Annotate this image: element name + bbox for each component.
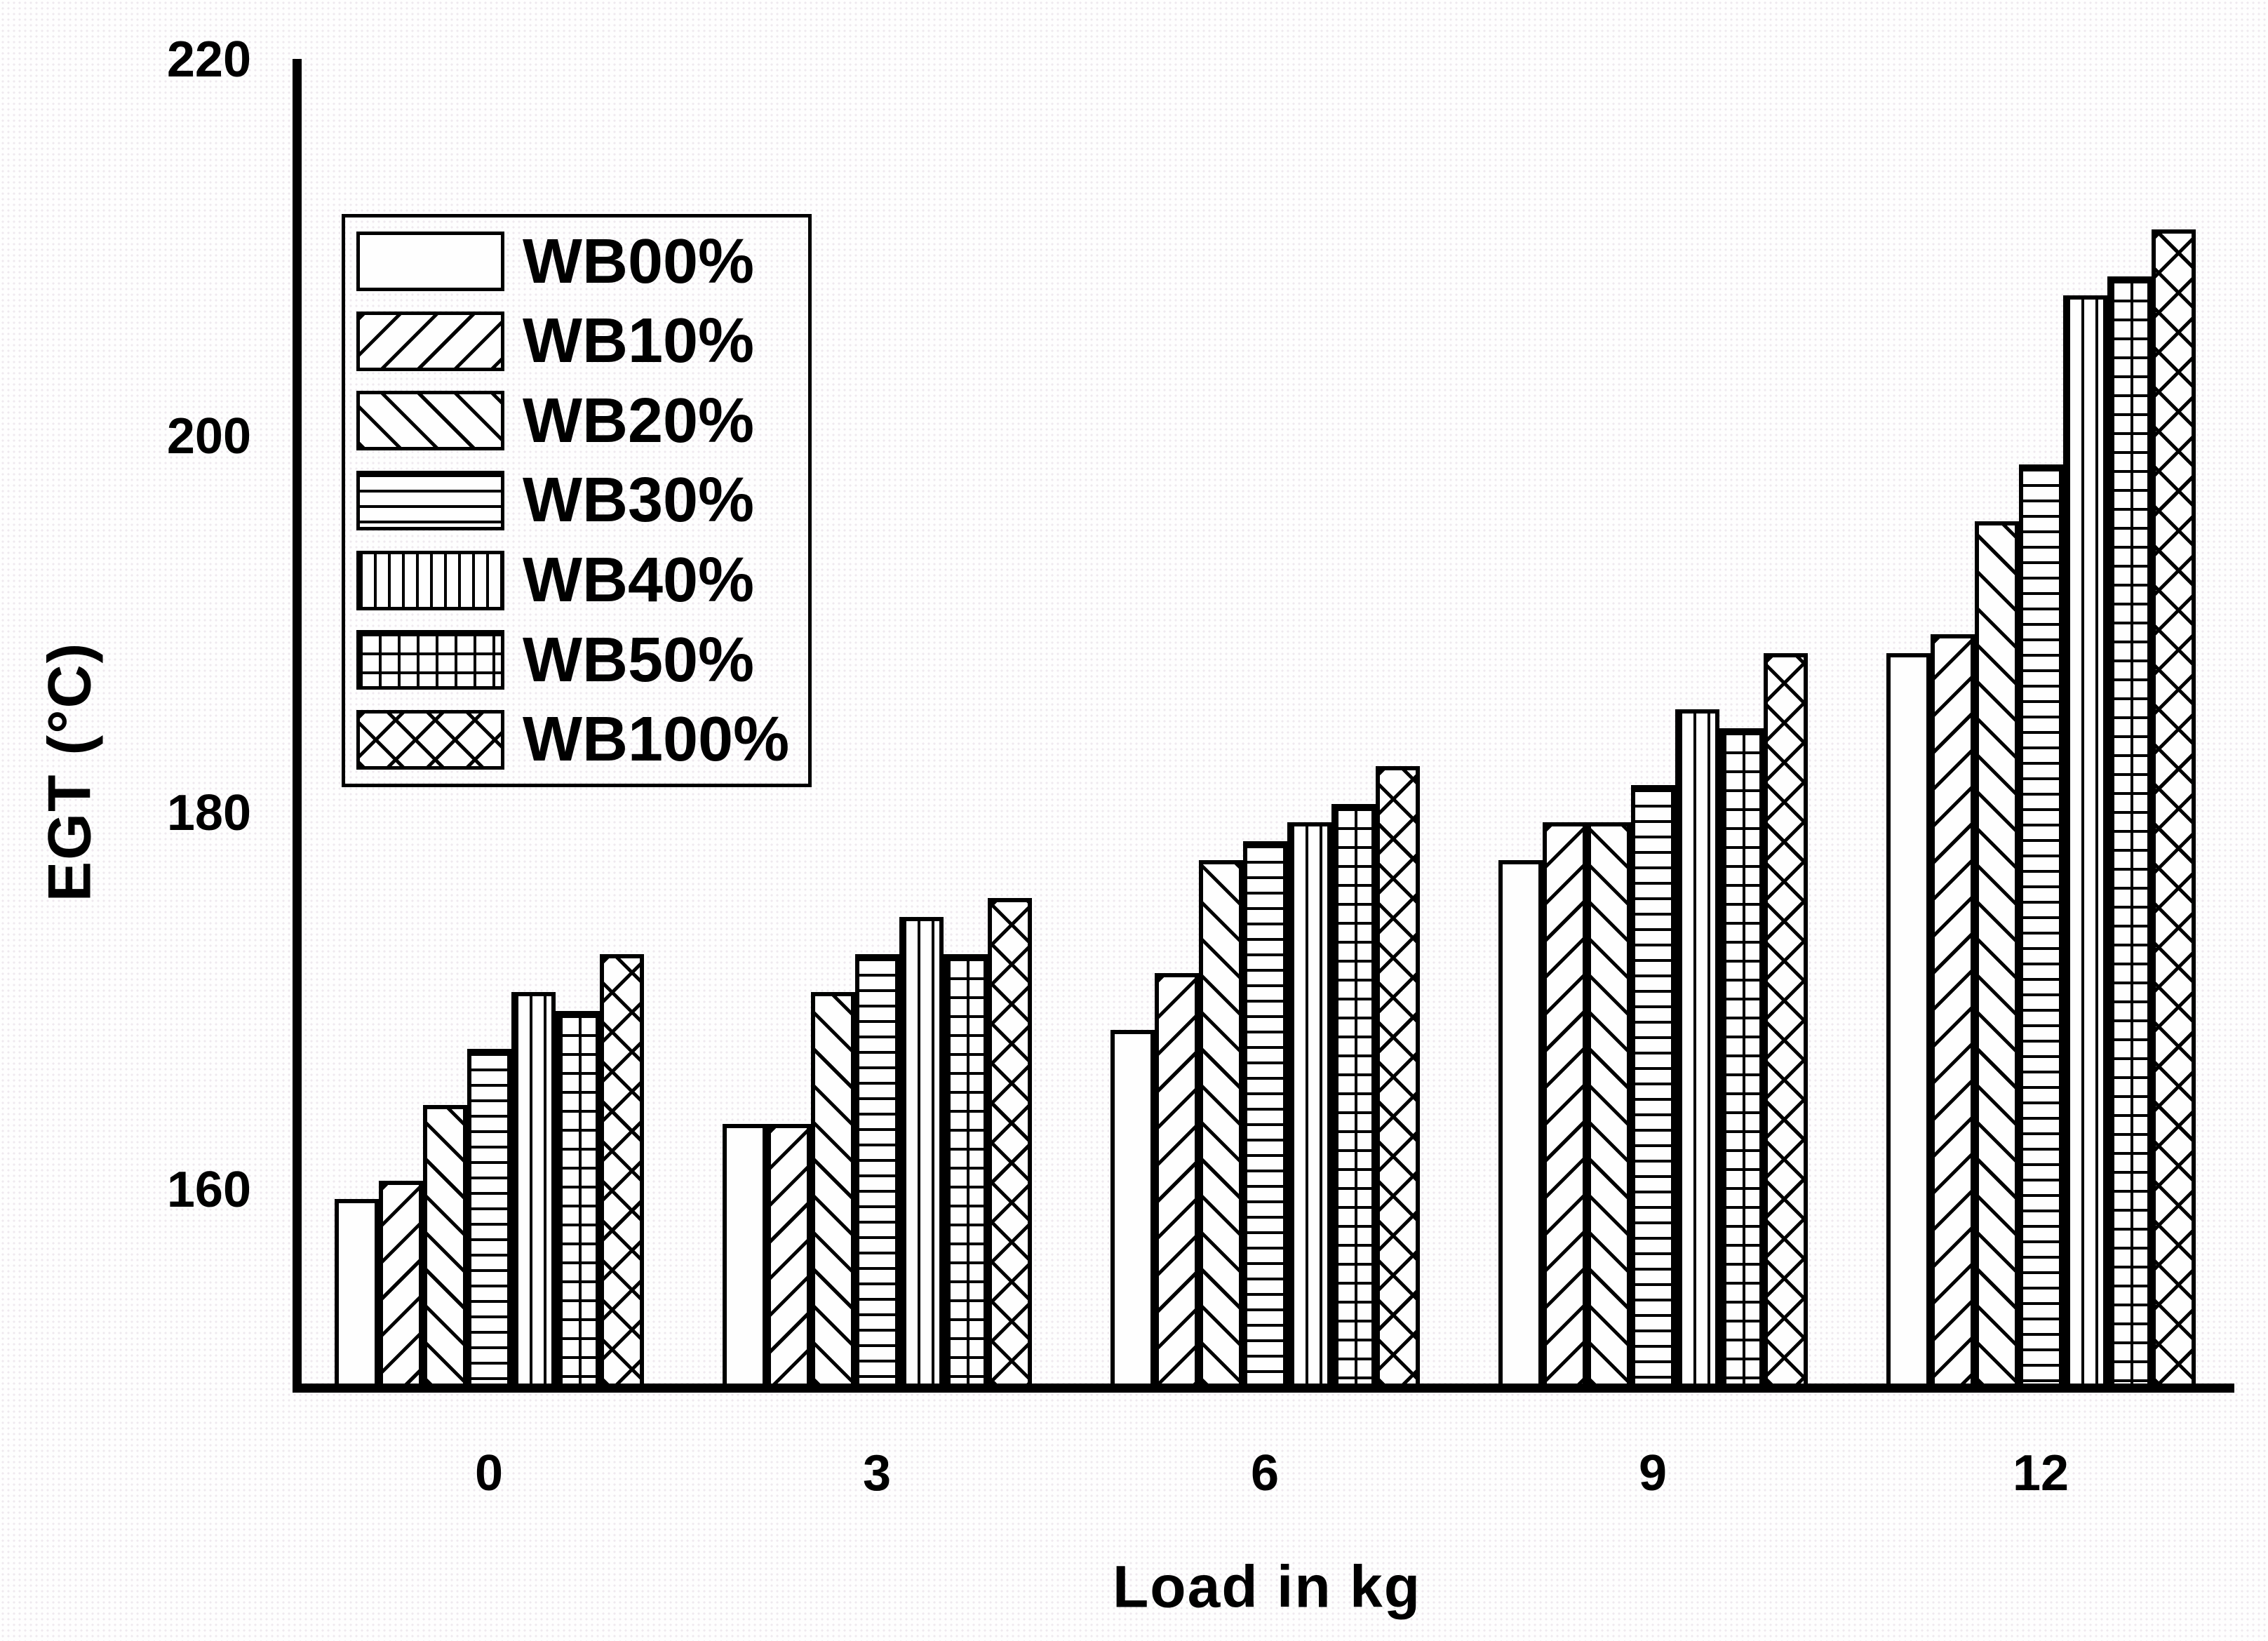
legend-swatch-diag-up [356,311,504,371]
bar-wb50-load-0 [556,1011,600,1388]
bar-wb10-load-9 [1543,822,1587,1388]
legend-swatch-vertical [356,550,504,610]
legend-swatch-grid [356,630,504,690]
bar-wb30-load-9 [1631,785,1675,1388]
y-tick-label-200: 200 [166,408,251,465]
bar-wb10-load-6 [1155,973,1199,1388]
bar-wb30-load-3 [855,954,899,1388]
legend-label: WB20% [523,385,755,456]
legend-label: WB10% [523,306,755,377]
bar-wb20-load-0 [423,1105,467,1388]
bar-wb100-load-12 [2152,229,2196,1388]
bar-wb30-load-6 [1243,841,1287,1388]
bar-wb40-load-3 [899,917,944,1388]
legend-item-wb10: WB10% [356,305,808,377]
bar-wb50-load-3 [944,954,988,1388]
bar-wb100-load-0 [600,954,644,1388]
bar-wb10-load-12 [1931,634,1975,1388]
y-tick-label-160: 160 [166,1162,251,1219]
y-tick-label-180: 180 [166,785,251,842]
bar-wb20-load-3 [811,992,855,1388]
bar-wb20-load-6 [1199,860,1243,1388]
y-tick-label-220: 220 [166,32,251,88]
legend-label: WB30% [523,465,755,536]
legend-swatch-diag-down [356,391,504,451]
bar-wb40-load-12 [2063,295,2107,1388]
bar-wb50-load-12 [2107,276,2152,1388]
bar-wb20-load-12 [1975,521,2019,1388]
x-tick-label-3: 3 [862,1445,892,1501]
bar-wb00-load-6 [1110,1030,1155,1388]
legend-item-wb50: WB50% [356,624,808,696]
bar-wb00-load-9 [1498,860,1543,1388]
legend-item-wb100: WB100% [356,704,808,775]
x-tick-label-12: 12 [2012,1445,2069,1501]
bar-wb30-load-0 [467,1049,511,1388]
legend-label: WB00% [523,226,755,297]
x-axis-title: Load in kg [1113,1553,1421,1620]
bar-wb00-load-3 [723,1124,767,1388]
legend-swatch-plain [356,232,504,292]
bar-wb40-load-6 [1287,822,1331,1388]
y-axis-line [293,59,302,1393]
bar-wb50-load-6 [1331,804,1376,1388]
legend-label: WB50% [523,624,755,695]
bar-wb100-load-3 [988,898,1032,1388]
legend: WB00% WB10% WB20% WB30% WB40% WB50% WB10… [342,214,812,787]
legend-item-wb30: WB30% [356,464,808,536]
x-tick-label-0: 0 [474,1445,504,1501]
bar-wb10-load-0 [379,1181,423,1388]
x-tick-label-6: 6 [1250,1445,1280,1501]
legend-item-wb00: WB00% [356,226,808,297]
legend-label: WB100% [523,704,790,775]
y-axis-title: EGT (°C) [36,641,104,902]
legend-swatch-horizontal [356,470,504,530]
bar-wb40-load-0 [511,992,556,1388]
bar-wb20-load-9 [1587,822,1631,1388]
bar-wb40-load-9 [1675,709,1719,1388]
bar-wb50-load-9 [1719,728,1764,1388]
legend-swatch-crosshatch [356,709,504,770]
bar-wb30-load-12 [2019,464,2063,1388]
bar-wb00-load-12 [1886,653,1931,1388]
bar-wb100-load-6 [1376,766,1420,1388]
bar-wb100-load-9 [1764,653,1808,1388]
bar-wb00-load-0 [335,1199,379,1388]
legend-label: WB40% [523,545,755,616]
bar-wb10-load-3 [767,1124,811,1388]
legend-item-wb40: WB40% [356,544,808,616]
legend-item-wb20: WB20% [356,385,808,457]
x-tick-label-9: 9 [1638,1445,1668,1501]
